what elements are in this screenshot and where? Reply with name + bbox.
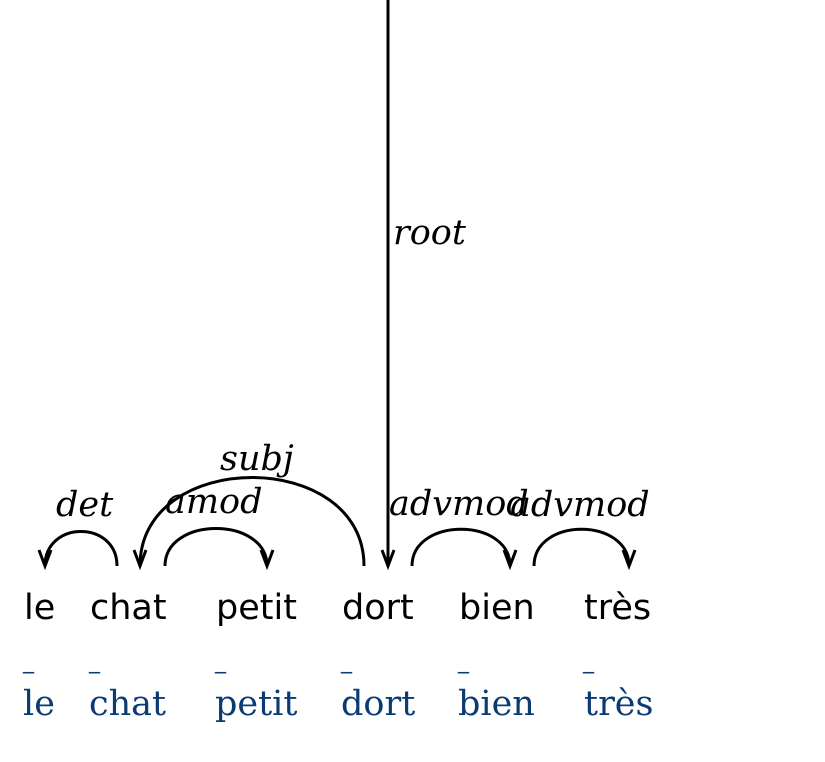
det-arrowhead	[37, 549, 53, 571]
advmod-arrowhead-bien	[502, 549, 518, 571]
token-lemma: chat	[89, 684, 166, 724]
token-tag: _	[457, 649, 470, 674]
amod-arrowhead	[259, 549, 275, 571]
relation-label-det: det	[56, 485, 114, 525]
token-tag: _	[214, 649, 227, 674]
token-tag: _	[88, 649, 101, 674]
relation-label-amod: amod	[165, 482, 263, 522]
token-form: chat	[90, 588, 167, 628]
relation-label-advmod-bien: advmod	[389, 484, 529, 524]
token-lemma: petit	[215, 684, 297, 724]
token-tag: _	[340, 649, 353, 674]
token-form: dort	[342, 588, 414, 628]
token-lemma: bien	[458, 684, 535, 724]
token-form: petit	[216, 588, 297, 628]
token-lemma: dort	[341, 684, 415, 724]
subj-arrowhead	[132, 549, 148, 571]
root-arrowhead	[380, 549, 396, 571]
token-form: très	[584, 588, 651, 628]
subj-edge	[138, 476, 366, 567]
token-lemma: le	[23, 684, 55, 724]
det-edge	[43, 530, 119, 567]
amod-edge	[163, 527, 269, 567]
token-form: le	[24, 588, 55, 628]
token-lemma: très	[584, 684, 653, 724]
advmod-edge-tres	[532, 527, 631, 567]
relation-label-subj: subj	[220, 439, 294, 479]
relation-label-advmod-tres: advmod	[510, 485, 650, 525]
relation-label-root: root	[393, 213, 467, 253]
advmod-edge-bien	[410, 527, 512, 567]
token-form: bien	[459, 588, 535, 628]
token-tag: _	[582, 649, 595, 674]
advmod-arrowhead-tres	[621, 549, 637, 571]
token-tag: _	[22, 649, 35, 674]
